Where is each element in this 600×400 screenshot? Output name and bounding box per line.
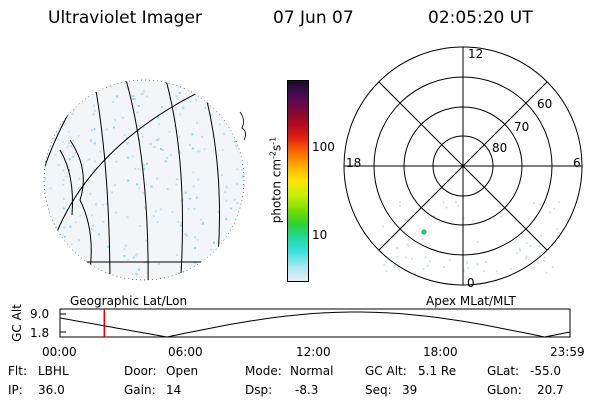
ip-label: IP: bbox=[8, 383, 23, 397]
glat-label: GLat: bbox=[487, 364, 520, 378]
gcalt-value: 5.1 Re bbox=[418, 364, 457, 378]
gain-label: Gain: bbox=[124, 383, 156, 397]
geographic-caption: Geographic Lat/Lon bbox=[70, 294, 188, 308]
time-label: 02:05:20 UT bbox=[428, 8, 533, 28]
xtick-1800: 18:00 bbox=[423, 345, 458, 359]
mode-value: Normal bbox=[290, 364, 334, 378]
mode-label: Mode: bbox=[245, 364, 282, 378]
app-title: Ultraviolet Imager bbox=[48, 8, 202, 28]
timeline-ylabel: GC Alt bbox=[9, 304, 24, 342]
ytick-9: 9.0 bbox=[30, 307, 50, 321]
filter-label: Flt: bbox=[8, 364, 27, 378]
xtick-1200: 12:00 bbox=[296, 345, 331, 359]
mlt-label-0: 0 bbox=[467, 276, 475, 290]
lat-label-60: 60 bbox=[537, 97, 553, 111]
lat-label-70: 70 bbox=[514, 120, 530, 134]
filter-value: LBHL bbox=[38, 364, 69, 378]
glon-label: GLon: bbox=[487, 383, 522, 397]
polar-caption: Apex MLat/MLT bbox=[426, 294, 516, 308]
dsp-label: Dsp: bbox=[245, 383, 273, 397]
lat-label-80: 80 bbox=[492, 141, 508, 155]
xtick-2359: 23:59 bbox=[550, 345, 585, 359]
mlt-label-18: 18 bbox=[346, 156, 362, 170]
gcalt-label: GC Alt: bbox=[365, 364, 407, 378]
mlt-label-12: 12 bbox=[468, 47, 484, 61]
colorbar-tick-10: 10 bbox=[312, 228, 328, 242]
mlt-label-6: 6 bbox=[573, 156, 581, 170]
colorbar bbox=[287, 80, 309, 282]
ip-value: 36.0 bbox=[38, 383, 65, 397]
seq-value: 39 bbox=[402, 383, 418, 397]
xtick-0000: 00:00 bbox=[42, 345, 77, 359]
door-label: Door: bbox=[124, 364, 157, 378]
gain-value: 14 bbox=[166, 383, 182, 397]
xtick-0600: 06:00 bbox=[168, 345, 203, 359]
dsp-value: -8.3 bbox=[295, 383, 319, 397]
ytick-1-8: 1.8 bbox=[30, 326, 50, 340]
date-label: 07 Jun 07 bbox=[273, 8, 354, 28]
door-value: Open bbox=[166, 364, 199, 378]
seq-label: Seq: bbox=[365, 383, 392, 397]
glon-value: 20.7 bbox=[537, 383, 564, 397]
glat-value: -55.0 bbox=[530, 364, 562, 378]
colorbar-tick-100: 100 bbox=[312, 140, 335, 154]
